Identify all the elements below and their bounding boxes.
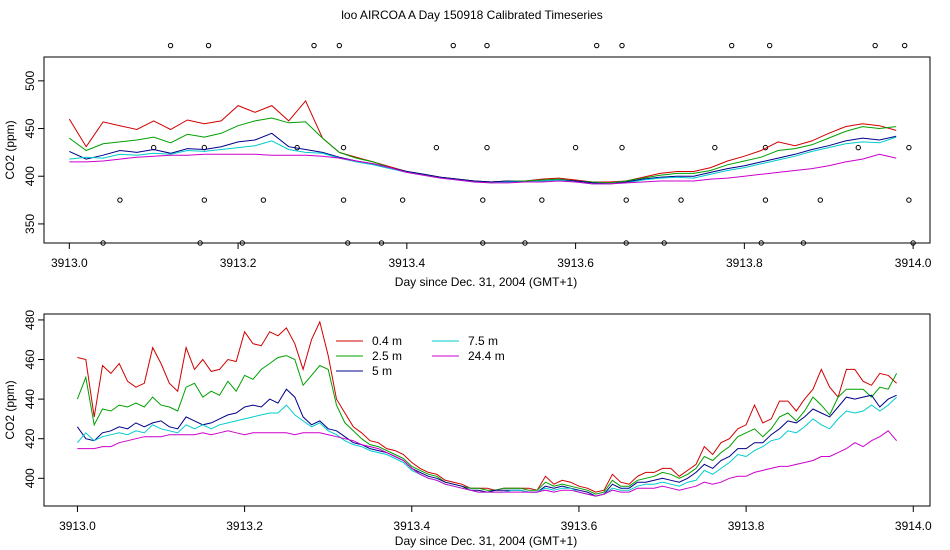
y-tick-label: 480 [23,310,37,330]
marker-point [484,42,490,49]
marker-point [619,42,625,49]
series-line-24-4-m [77,430,897,497]
marker-point [167,42,174,49]
legend-item: 5 m [336,364,392,378]
marker-point [480,240,486,246]
x-tick-label: 3913.4 [393,519,430,533]
panel-bottom-co2-timeseries: 400 420 440 460 480 3913.0 3913.2 3913.4 3913.6… [3,310,932,548]
series-line-5-m [69,132,897,185]
marker-point [340,197,347,203]
plot-frame [43,313,931,507]
y-tick-label: 350 [23,214,37,234]
x-axis-label: Day since Dec. 31, 2004 (GMT+1) [395,534,577,548]
marker-point [762,197,769,203]
marker-point [450,42,456,49]
marker-point [480,197,486,203]
marker-point [623,197,629,203]
legend-item: 0.4 m [336,334,402,348]
marker-point [901,42,908,49]
marker-point [729,42,735,49]
y-tick-label: 400 [23,166,37,186]
marker-point [855,144,861,151]
marker-point [712,144,718,151]
series-line-0-4-m [77,320,897,493]
marker-point [661,240,667,246]
figure-title: loo AIRCOA A Day 150918 Calibrated Times… [341,8,602,22]
y-tick-label: 450 [23,118,37,138]
x-tick-label: 3913.8 [726,256,763,270]
series-line-0-4-m [68,99,897,183]
marker-point [766,42,773,49]
x-tick-label: 3914.0 [895,256,932,270]
legend-label: 2.5 m [372,349,402,363]
legend-item: 24.4 m [432,349,505,363]
marker-point [906,197,912,203]
marker-point [433,144,440,151]
marker-point [260,197,267,203]
marker-point [378,240,385,246]
x-tick-label: 3913.6 [561,519,598,533]
x-tick-label: 3913.0 [59,519,96,533]
legend-item: 2.5 m [336,349,402,363]
legend-label: 0.4 m [372,334,402,348]
marker-point [484,144,490,151]
legend-label: 5 m [372,364,392,378]
y-axis-label: CO2 (ppm) [3,380,17,439]
y-tick-label: 400 [23,468,37,488]
x-tick-label: 3913.6 [557,256,594,270]
marker-point [623,240,629,246]
x-axis-label: Day since Dec. 31, 2004 (GMT+1) [395,275,577,289]
marker-point [340,144,347,151]
series-line-7-5-m [69,136,897,185]
series-line-5-m [76,388,897,497]
marker-point [800,240,807,246]
marker-point [197,240,203,246]
legend-label: 7.5 m [468,334,498,348]
y-axis-label: CO2 (ppm) [3,120,17,179]
marker-point [522,240,528,246]
marker-point [399,197,406,203]
y-tick-label: 460 [23,349,37,369]
series-line-24-4-m [69,153,897,185]
marker-point [619,144,625,151]
marker-point [593,42,600,49]
x-tick-label: 3913.4 [388,256,425,270]
y-tick-label: 420 [23,428,37,448]
marker-point [311,42,317,49]
marker-point [678,197,684,203]
marker-point [117,197,123,203]
x-tick-label: 3913.2 [220,256,257,270]
x-tick-label: 3913.0 [51,256,88,270]
y-tick-label: 500 [23,71,37,91]
marker-point [100,240,106,246]
marker-point [205,42,212,49]
marker-point [872,42,878,49]
marker-point [345,240,351,246]
marker-point [817,197,824,203]
marker-point [239,240,245,246]
series-line-2-5-m [76,355,898,495]
marker-point [539,197,545,203]
marker-point [758,240,764,246]
plot-frame [43,56,931,244]
y-tick-label: 440 [23,389,37,409]
marker-point [201,197,208,203]
x-tick-label: 3913.2 [226,519,263,533]
marker-point [336,42,343,49]
legend-item: 7.5 m [432,334,498,348]
legend-label: 24.4 m [468,349,505,363]
legend: 0.4 m2.5 m5 m 7.5 m24.4 m [336,334,505,378]
x-tick-label: 3914.0 [895,519,932,533]
marker-point [906,144,912,151]
panel-top-co2-timeseries: 350 400 450 500 3913.0 3913.2 3913.4 3913.6 391… [3,42,932,289]
marker-point [572,144,579,151]
x-tick-label: 3913.8 [728,519,765,533]
series-line-7-5-m [77,396,897,497]
